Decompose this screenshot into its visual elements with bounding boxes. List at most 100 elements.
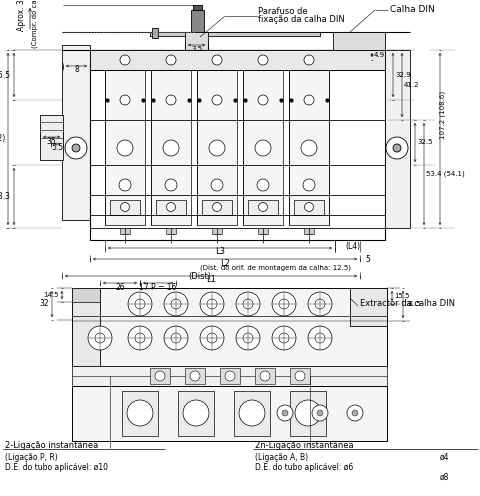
Circle shape	[128, 326, 152, 350]
Bar	[90, 50, 384, 240]
Circle shape	[302, 179, 314, 191]
Bar	[185, 368, 204, 384]
Bar	[349, 288, 386, 326]
Circle shape	[303, 55, 313, 65]
Circle shape	[120, 55, 130, 65]
Circle shape	[307, 326, 331, 350]
Bar	[90, 50, 384, 70]
Circle shape	[225, 371, 235, 381]
Circle shape	[271, 326, 295, 350]
Circle shape	[303, 95, 313, 105]
Circle shape	[166, 95, 176, 105]
Bar	[254, 368, 275, 384]
Circle shape	[200, 326, 224, 350]
Bar	[257, 228, 267, 234]
Bar	[289, 391, 325, 436]
Bar	[150, 32, 319, 36]
Text: 32.5: 32.5	[416, 139, 432, 145]
Circle shape	[351, 410, 357, 416]
Circle shape	[164, 292, 188, 316]
Text: (Dist): (Dist)	[188, 271, 211, 281]
Bar	[105, 70, 144, 225]
Circle shape	[258, 202, 267, 211]
Bar	[122, 391, 157, 436]
Text: Extractor da calha DIN: Extractor da calha DIN	[359, 299, 454, 308]
Bar	[40, 115, 63, 160]
Circle shape	[254, 140, 270, 156]
Circle shape	[164, 326, 188, 350]
Circle shape	[346, 405, 362, 421]
Circle shape	[209, 140, 225, 156]
Circle shape	[190, 371, 200, 381]
Text: 17 P = 16: 17 P = 16	[139, 283, 176, 292]
Circle shape	[171, 333, 180, 343]
Bar	[233, 391, 269, 436]
Bar	[152, 28, 157, 38]
Bar	[72, 366, 386, 386]
Circle shape	[242, 333, 252, 343]
Circle shape	[316, 410, 323, 416]
Circle shape	[117, 140, 133, 156]
Text: 48.3: 48.3	[0, 192, 11, 201]
Circle shape	[304, 202, 313, 211]
Circle shape	[211, 179, 223, 191]
Bar	[332, 32, 384, 50]
Text: 32.9: 32.9	[394, 72, 410, 78]
Bar	[191, 10, 204, 32]
Bar	[72, 288, 386, 366]
Circle shape	[239, 400, 264, 426]
Bar	[293, 200, 324, 215]
Bar	[156, 200, 186, 215]
Bar	[248, 200, 277, 215]
Text: 35: 35	[47, 136, 56, 145]
Bar	[197, 70, 237, 225]
Text: ø4: ø4	[439, 452, 449, 461]
Circle shape	[88, 326, 112, 350]
Text: L3: L3	[215, 248, 225, 256]
Circle shape	[212, 95, 222, 105]
Circle shape	[72, 144, 80, 152]
Circle shape	[120, 95, 130, 105]
Bar	[62, 45, 90, 220]
Circle shape	[257, 95, 267, 105]
Circle shape	[294, 400, 320, 426]
Circle shape	[260, 371, 269, 381]
Circle shape	[206, 333, 216, 343]
Circle shape	[257, 55, 267, 65]
Text: 31.5: 31.5	[404, 302, 420, 308]
Circle shape	[312, 405, 327, 421]
Bar	[202, 200, 231, 215]
Circle shape	[166, 202, 175, 211]
Circle shape	[307, 292, 331, 316]
Text: 8: 8	[74, 65, 79, 74]
Circle shape	[294, 371, 304, 381]
Bar	[289, 368, 309, 384]
Circle shape	[171, 299, 180, 309]
Text: 2n-Ligação instantânea: 2n-Ligação instantânea	[254, 440, 353, 449]
Circle shape	[182, 400, 209, 426]
Circle shape	[392, 144, 400, 152]
Text: (Compr. do cabo): (Compr. do cabo)	[32, 0, 38, 48]
Circle shape	[256, 179, 268, 191]
Bar	[242, 70, 282, 225]
Text: 4.9: 4.9	[373, 52, 384, 58]
Circle shape	[271, 292, 295, 316]
Text: fixação da calha DIN: fixação da calha DIN	[257, 15, 344, 24]
Circle shape	[200, 292, 224, 316]
Circle shape	[165, 179, 177, 191]
Text: Parafuso de: Parafuso de	[257, 7, 307, 16]
Circle shape	[314, 299, 324, 309]
Text: 45.5: 45.5	[0, 70, 11, 79]
Circle shape	[236, 326, 260, 350]
Bar	[150, 368, 169, 384]
Bar	[185, 32, 207, 50]
Text: ø8: ø8	[439, 473, 448, 482]
Circle shape	[135, 333, 144, 343]
Circle shape	[242, 299, 252, 309]
Circle shape	[276, 405, 292, 421]
Circle shape	[212, 55, 222, 65]
Text: 15.5: 15.5	[393, 293, 408, 299]
Text: Aprox. 300: Aprox. 300	[17, 0, 26, 31]
Text: L1: L1	[205, 275, 216, 285]
Bar	[212, 228, 222, 234]
